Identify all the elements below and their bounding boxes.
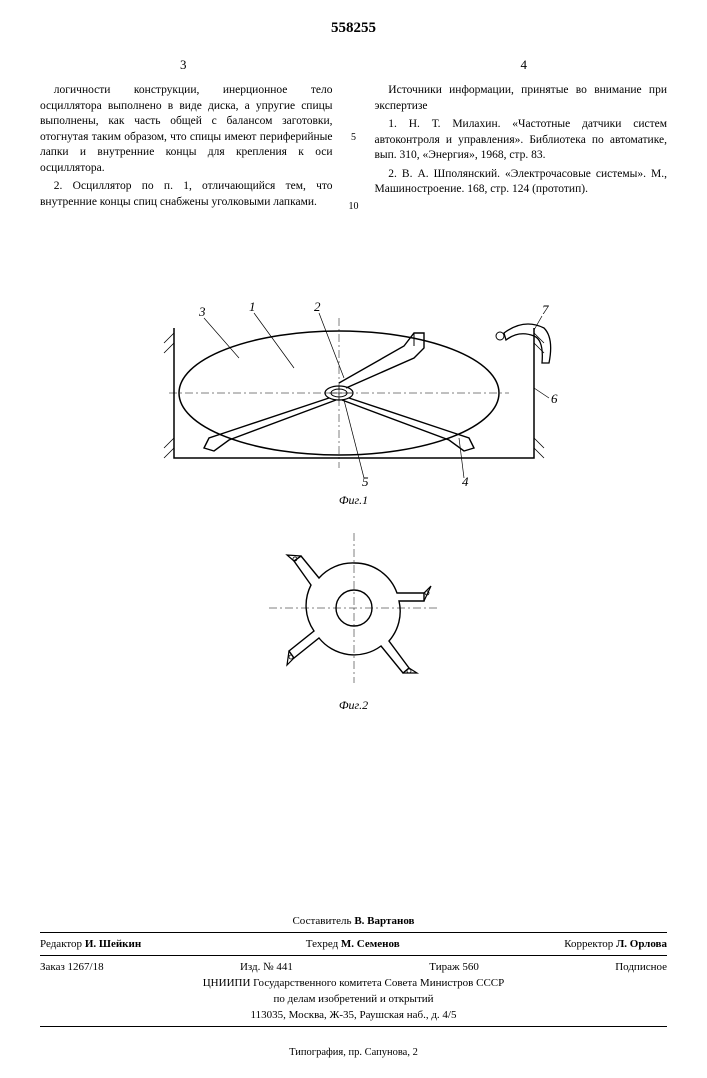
- editor-name: И. Шейкин: [85, 938, 141, 950]
- composer-label: Составитель: [292, 915, 351, 927]
- order-number: Заказ 1267/18: [40, 961, 104, 973]
- publisher-org-2: по делам изобретений и открытий: [40, 991, 667, 1007]
- circulation: Тираж 560: [429, 961, 479, 973]
- right-para-2: 1. Н. Т. Милахин. «Частотные датчики сис…: [375, 117, 668, 164]
- fig1-label-1: 1: [249, 299, 256, 314]
- right-para-1: Источники информации, принятые во вниман…: [375, 83, 668, 114]
- line-number-10: 10: [349, 200, 359, 214]
- publisher-org-1: ЦНИИПИ Государственного комитета Совета …: [40, 975, 667, 991]
- corrector-label: Корректор: [564, 938, 613, 950]
- left-para-1: логичности конструкции, инерционное тело…: [40, 83, 333, 176]
- patent-number: 558255: [40, 20, 667, 37]
- left-col-number: 3: [180, 57, 187, 73]
- fig1-caption: Фиг.1: [40, 493, 667, 508]
- right-column: Источники информации, принятые во вниман…: [375, 83, 668, 268]
- right-para-3: 2. В. А. Шполянский. «Электрочасовые сис…: [375, 167, 668, 198]
- fig1-label-4: 4: [462, 474, 469, 488]
- line-numbers: 5 10: [349, 83, 359, 268]
- fig1-label-5: 5: [362, 474, 369, 488]
- techred-name: М. Семенов: [341, 938, 400, 950]
- right-col-number: 4: [521, 57, 528, 73]
- left-para-2: 2. Осциллятор по п. 1, отличающийся тем,…: [40, 179, 333, 210]
- publisher-address: 113035, Москва, Ж-35, Раушская наб., д. …: [40, 1007, 667, 1023]
- fig1-label-6: 6: [551, 391, 558, 406]
- techred-label: Техред: [306, 938, 338, 950]
- publication-number: Изд. № 441: [240, 961, 293, 973]
- line-number-5: 5: [349, 131, 359, 145]
- fig1-label-7: 7: [542, 302, 549, 317]
- left-column: логичности конструкции, инерционное тело…: [40, 83, 333, 268]
- figure-2: [259, 523, 449, 693]
- printer-info: Типография, пр. Сапунова, 2: [40, 1047, 667, 1058]
- subscription: Подписное: [615, 961, 667, 973]
- fig1-label-2: 2: [314, 299, 321, 314]
- fig1-label-3: 3: [198, 304, 206, 319]
- footer: Составитель В. Вартанов Редактор И. Шейк…: [40, 913, 667, 1058]
- fig2-caption: Фиг.2: [40, 698, 667, 713]
- corrector-name: Л. Орлова: [616, 938, 667, 950]
- figure-1: 3 1 2 5 4 6 7: [144, 288, 564, 488]
- composer-name: В. Вартанов: [354, 915, 414, 927]
- editor-label: Редактор: [40, 938, 82, 950]
